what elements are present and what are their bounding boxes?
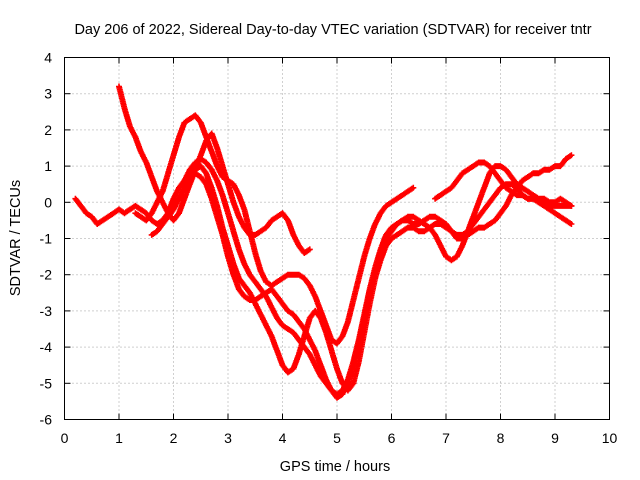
x-axis-title: GPS time / hours xyxy=(280,459,390,475)
x-tick-label: 5 xyxy=(333,430,341,446)
y-tick-label: -6 xyxy=(40,412,53,428)
satellite-track-6 xyxy=(432,159,575,209)
x-axis-tick-labels: 0 1 2 3 4 5 6 7 8 9 10 xyxy=(61,430,618,446)
satellite-track-6-markers xyxy=(432,159,575,209)
y-tick-label: -4 xyxy=(40,339,53,355)
y-tick-label: 3 xyxy=(44,86,52,102)
y-tick-label: 4 xyxy=(44,50,52,66)
x-tick-label: 10 xyxy=(602,430,618,446)
axis-ticks xyxy=(64,57,610,420)
x-tick-label: 0 xyxy=(61,430,69,446)
y-tick-label: 2 xyxy=(44,122,52,138)
x-tick-label: 3 xyxy=(224,430,232,446)
x-tick-label: 7 xyxy=(442,430,450,446)
x-tick-label: 2 xyxy=(170,430,178,446)
y-tick-label: 1 xyxy=(44,158,52,174)
x-tick-label: 9 xyxy=(551,430,559,446)
y-tick-label: -3 xyxy=(40,303,53,319)
y-tick-label: -1 xyxy=(40,231,53,247)
y-tick-label: -5 xyxy=(40,375,53,391)
x-tick-label: 6 xyxy=(388,430,396,446)
y-axis-tick-labels: -6 -5 -4 -3 -2 -1 0 1 2 3 4 xyxy=(40,50,53,428)
satellite-track-5 xyxy=(181,155,575,401)
y-tick-label: -2 xyxy=(40,267,53,283)
grid-lines xyxy=(64,57,610,420)
plot-area xyxy=(72,83,575,401)
chart-title: Day 206 of 2022, Sidereal Day-to-day VTE… xyxy=(74,22,591,38)
x-tick-label: 1 xyxy=(115,430,123,446)
satellite-track-5-markers xyxy=(181,155,575,401)
x-tick-label: 8 xyxy=(497,430,505,446)
y-tick-label: 0 xyxy=(44,194,52,210)
x-tick-label: 4 xyxy=(279,430,287,446)
y-axis-title: SDTVAR / TECUs xyxy=(8,180,24,296)
